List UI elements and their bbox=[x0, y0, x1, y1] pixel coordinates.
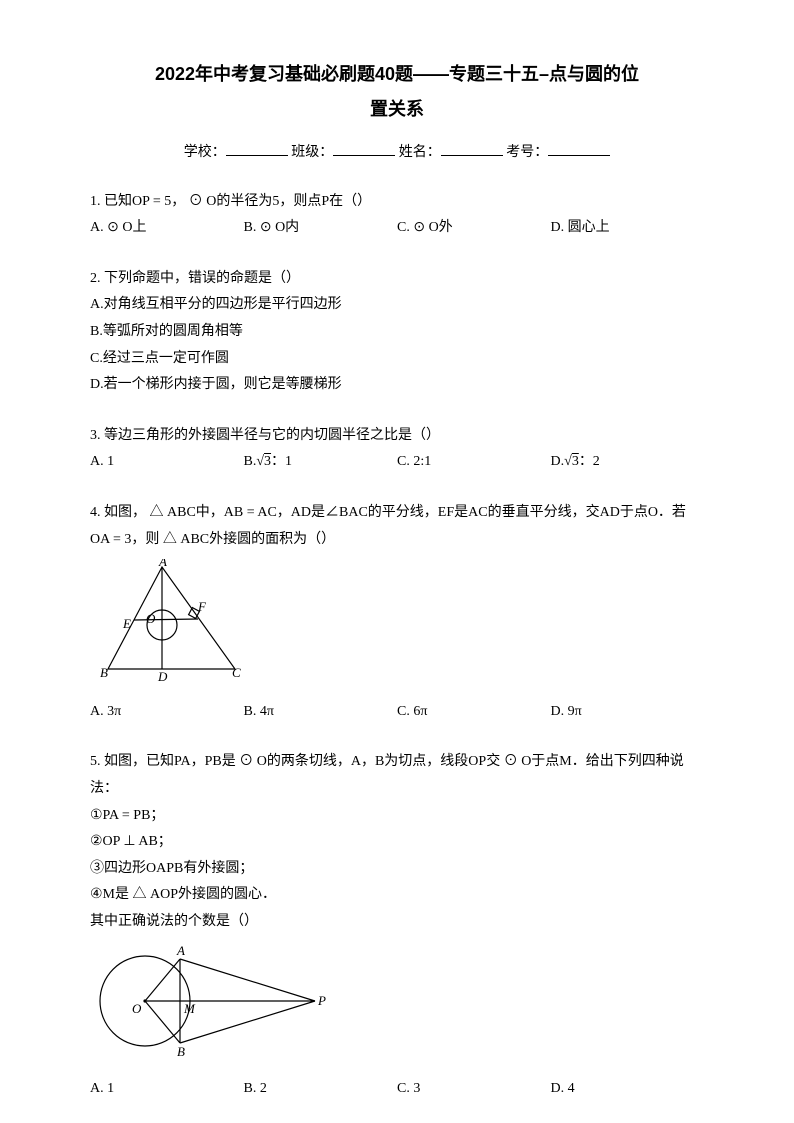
q5-option-a[interactable]: A. 1 bbox=[90, 1076, 244, 1103]
q3-stem: 3. 等边三角形的外接圆半径与它的内切圆半径之比是（） bbox=[90, 423, 704, 450]
question-2: 2. 下列命题中，错误的命题是（） A.对角线互相平分的四边形是平行四边形 B.… bbox=[90, 266, 704, 399]
fig5-label-m: M bbox=[183, 1001, 196, 1016]
school-label: 学校： bbox=[184, 145, 226, 160]
q3-d-suffix: ：2 bbox=[579, 454, 600, 469]
q1-stem: 1. 已知OP = 5， ⊙ O的半径为5，则点P在（） bbox=[90, 189, 704, 216]
q4-stem: 4. 如图， △ ABC中，AB = AC，AD是∠BAC的平分线，EF是AC的… bbox=[90, 500, 704, 553]
q4-option-b[interactable]: B. 4π bbox=[244, 699, 398, 726]
title-line1: 2022年中考复习基础必刷题40题——专题三十五–点与圆的位 bbox=[90, 55, 704, 95]
fig4-label-a: A bbox=[158, 559, 167, 569]
fig4-label-d: D bbox=[157, 669, 168, 684]
fig4-label-e: E bbox=[122, 616, 131, 631]
q4-option-d[interactable]: D. 9π bbox=[551, 699, 705, 726]
q3-option-d[interactable]: D.√3：2 bbox=[551, 449, 705, 476]
q5-statement-3: ③四边形OAPB有外接圆； bbox=[90, 856, 704, 883]
q4-figure: A B C D E F O bbox=[90, 559, 704, 695]
fig4-label-c: C bbox=[232, 665, 241, 680]
question-5: 5. 如图，已知PA，PB是 ⊙ O的两条切线，A，B为切点，线段OP交 ⊙ O… bbox=[90, 749, 704, 1102]
fig4-label-o: O bbox=[146, 611, 156, 626]
q2-option-b[interactable]: B.等弧所对的圆周角相等 bbox=[90, 319, 704, 346]
q3-option-b[interactable]: B.√3：1 bbox=[244, 449, 398, 476]
q5-option-b[interactable]: B. 2 bbox=[244, 1076, 398, 1103]
class-blank[interactable] bbox=[333, 139, 395, 156]
school-blank[interactable] bbox=[226, 139, 288, 156]
q2-stem: 2. 下列命题中，错误的命题是（） bbox=[90, 266, 704, 293]
q3-d-prefix: D. bbox=[551, 454, 565, 469]
q4-option-a[interactable]: A. 3π bbox=[90, 699, 244, 726]
q5-option-d[interactable]: D. 4 bbox=[551, 1076, 705, 1103]
q5-option-c[interactable]: C. 3 bbox=[397, 1076, 551, 1103]
student-info: 学校： 班级： 姓名： 考号： bbox=[90, 139, 704, 161]
question-4: 4. 如图， △ ABC中，AB = AC，AD是∠BAC的平分线，EF是AC的… bbox=[90, 500, 704, 725]
circle-tangent-figure-icon: A B O M P bbox=[90, 941, 330, 1061]
q5-stem: 5. 如图，已知PA，PB是 ⊙ O的两条切线，A，B为切点，线段OP交 ⊙ O… bbox=[90, 749, 704, 802]
q5-statement-2: ②OP ⊥ AB； bbox=[90, 829, 704, 856]
exam-blank[interactable] bbox=[548, 139, 610, 156]
fig5-label-a: A bbox=[176, 943, 185, 958]
q1-option-d[interactable]: D. 圆心上 bbox=[551, 215, 705, 242]
q5-statement-1: ①PA = PB； bbox=[90, 803, 704, 830]
fig4-label-f: F bbox=[197, 599, 207, 614]
name-label: 姓名： bbox=[399, 145, 441, 160]
triangle-figure-icon: A B C D E F O bbox=[90, 559, 245, 684]
q2-option-d[interactable]: D.若一个梯形内接于圆，则它是等腰梯形 bbox=[90, 372, 704, 399]
q5-statement-4: ④M是 △ AOP外接圆的圆心． bbox=[90, 882, 704, 909]
question-3: 3. 等边三角形的外接圆半径与它的内切圆半径之比是（） A. 1 B.√3：1 … bbox=[90, 423, 704, 476]
q5-figure: A B O M P bbox=[90, 941, 704, 1072]
exam-label: 考号： bbox=[506, 145, 548, 160]
fig4-label-b: B bbox=[100, 665, 108, 680]
q1-option-b[interactable]: B. ⊙ O内 bbox=[244, 215, 398, 242]
q4-option-c[interactable]: C. 6π bbox=[397, 699, 551, 726]
q3-d-rad: 3 bbox=[572, 454, 579, 469]
fig5-label-b: B bbox=[177, 1044, 185, 1059]
q1-option-c[interactable]: C. ⊙ O外 bbox=[397, 215, 551, 242]
question-1: 1. 已知OP = 5， ⊙ O的半径为5，则点P在（） A. ⊙ O上 B. … bbox=[90, 189, 704, 242]
q3-option-c[interactable]: C. 2:1 bbox=[397, 449, 551, 476]
q3-option-a[interactable]: A. 1 bbox=[90, 449, 244, 476]
q2-option-c[interactable]: C.经过三点一定可作圆 bbox=[90, 346, 704, 373]
q3-b-suffix: ：1 bbox=[271, 454, 292, 469]
title-line2: 置关系 bbox=[90, 95, 704, 121]
name-blank[interactable] bbox=[441, 139, 503, 156]
q2-option-a[interactable]: A.对角线互相平分的四边形是平行四边形 bbox=[90, 292, 704, 319]
q5-statement-5: 其中正确说法的个数是（） bbox=[90, 909, 704, 936]
q3-b-prefix: B. bbox=[244, 454, 257, 469]
fig5-label-p: P bbox=[317, 993, 326, 1008]
class-label: 班级： bbox=[291, 145, 333, 160]
fig5-label-o: O bbox=[132, 1001, 142, 1016]
q1-option-a[interactable]: A. ⊙ O上 bbox=[90, 215, 244, 242]
q3-b-rad: 3 bbox=[264, 454, 271, 469]
